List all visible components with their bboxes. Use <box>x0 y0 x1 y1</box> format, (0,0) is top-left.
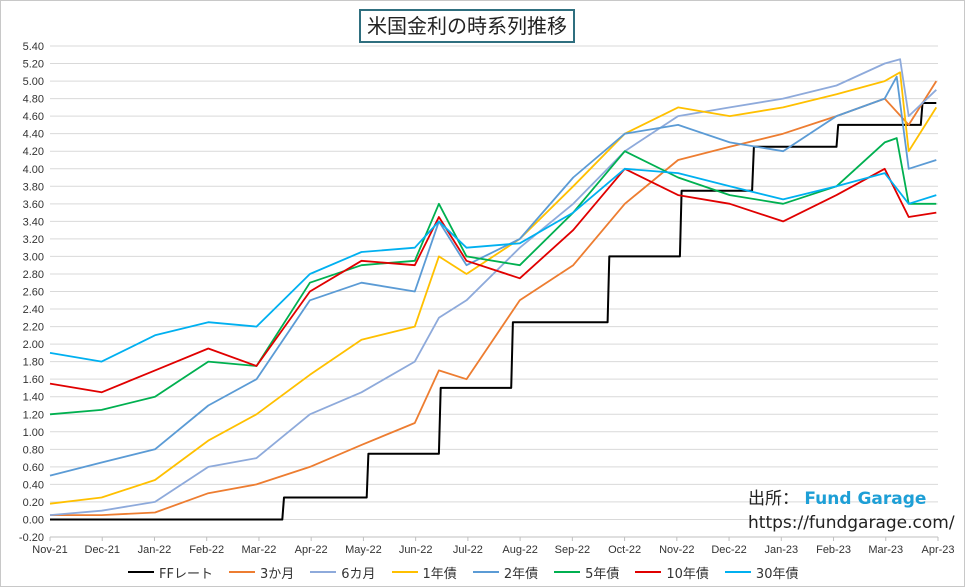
x-tick-label: Jan-23 <box>764 544 798 556</box>
x-tick-label: Sep-22 <box>555 544 590 556</box>
y-tick-label: 3.20 <box>23 234 44 246</box>
legend-label: FFレート <box>159 566 213 582</box>
legend-label: 1年債 <box>422 566 457 582</box>
y-tick-label: 0.40 <box>23 479 44 491</box>
legend-label: 3か月 <box>259 566 295 582</box>
y-tick-label: 2.40 <box>23 304 44 316</box>
y-tick-label: 5.20 <box>23 59 44 71</box>
legend-swatch <box>228 571 255 573</box>
legend-swatch <box>391 571 418 573</box>
y-tick-label: 1.60 <box>23 374 44 386</box>
x-tick-label: Mar-22 <box>242 544 277 556</box>
legend-item: 6カ月 <box>310 563 376 582</box>
series-line-6 <box>49 167 937 394</box>
y-tick-label: 4.60 <box>23 111 44 123</box>
legend-swatch <box>554 571 581 573</box>
x-tick-label: Feb-22 <box>189 544 224 556</box>
legend-item: 2年債 <box>472 563 539 582</box>
x-tick-label: Jun-22 <box>399 544 433 556</box>
y-tick-label: 5.00 <box>23 76 44 88</box>
x-tick-label: Nov-22 <box>659 544 694 556</box>
y-tick-label: 1.40 <box>23 392 44 404</box>
x-tick-label: Dec-21 <box>85 544 120 556</box>
series-line-1 <box>50 80 938 516</box>
y-tick-label: 4.00 <box>23 164 44 176</box>
y-tick-label: 1.80 <box>23 357 44 369</box>
legend-swatch <box>635 571 662 573</box>
source-brand: Fund Garage <box>804 489 927 509</box>
x-tick-label: Apr-23 <box>921 544 954 556</box>
y-tick-label: 2.20 <box>23 322 44 334</box>
legend-label: 5年債 <box>585 566 620 582</box>
series-line-4 <box>49 75 937 477</box>
x-tick-label: Dec-22 <box>711 544 746 556</box>
y-axis: -0.20 0.00 0.20 0.40 0.60 0.80 1.00 1.20 1.40 1.6… <box>19 41 44 544</box>
y-tick-label: 1.00 <box>23 427 44 439</box>
y-tick-label: 3.40 <box>23 216 44 228</box>
x-tick-label: Nov-21 <box>32 544 67 556</box>
y-tick-label: 0.60 <box>23 462 44 474</box>
legend-swatch <box>472 571 499 573</box>
legend-label: 30年債 <box>755 566 799 582</box>
x-tick-label: Mar-23 <box>868 544 903 556</box>
source-credit: 出所： Fund Garage <box>748 484 926 509</box>
y-tick-label: -0.20 <box>19 532 44 544</box>
source-url[interactable]: https://fundgarage.com/ <box>748 513 955 533</box>
y-tick-label: 0.80 <box>23 444 44 456</box>
x-tick-label: Jan-22 <box>138 544 172 556</box>
x-axis: Nov-21 Dec-21 Jan-22 Feb-22 Mar-22 Apr-22 May-… <box>32 536 955 556</box>
y-tick-label: 4.20 <box>23 146 44 158</box>
y-tick-label: 2.80 <box>23 269 44 281</box>
x-tick-label: Oct-22 <box>608 544 641 556</box>
legend-label: 6カ月 <box>341 566 376 582</box>
chart-title: 米国金利の時系列推移 <box>359 9 575 43</box>
legend-item: FFレート <box>128 563 213 582</box>
legend-item: 30年債 <box>724 563 799 582</box>
legend-item: 1年債 <box>391 563 457 582</box>
gridlines <box>50 45 938 538</box>
x-tick-label: Apr-22 <box>295 544 328 556</box>
chart-legend: FFレート 3か月 6カ月 1年債 2年債 5年債 10年債 30年債 <box>128 562 798 582</box>
source-label: 出所： <box>748 489 799 509</box>
legend-item: 3か月 <box>228 563 295 582</box>
legend-label: 2年債 <box>503 566 539 582</box>
y-tick-label: 3.00 <box>23 251 44 263</box>
legend-item: 10年債 <box>635 563 709 582</box>
y-tick-label: 4.80 <box>23 94 44 106</box>
legend-swatch <box>310 571 337 573</box>
y-tick-label: 4.40 <box>23 129 44 141</box>
legend-swatch <box>128 571 154 573</box>
series-line-0 <box>50 102 937 521</box>
series-line-7 <box>49 167 937 363</box>
y-tick-label: 0.00 <box>23 514 44 526</box>
y-tick-label: 5.40 <box>23 41 44 53</box>
y-tick-label: 3.60 <box>23 199 44 211</box>
y-tick-label: 3.80 <box>23 181 44 193</box>
series-line-5 <box>49 137 937 416</box>
x-tick-label: Jul-22 <box>453 544 483 556</box>
legend-swatch <box>724 571 751 573</box>
y-tick-label: 0.20 <box>23 497 44 509</box>
x-tick-label: May-22 <box>345 544 382 556</box>
legend-item: 5年債 <box>554 563 619 582</box>
y-tick-label: 2.00 <box>23 339 44 351</box>
x-tick-label: Aug-22 <box>502 544 537 556</box>
y-tick-label: 1.20 <box>23 409 44 421</box>
y-tick-label: 2.60 <box>23 287 44 299</box>
series-lines <box>49 58 938 521</box>
x-tick-label: Feb-23 <box>816 544 851 556</box>
legend-label: 10年債 <box>666 566 709 582</box>
series-line-2 <box>49 58 937 516</box>
